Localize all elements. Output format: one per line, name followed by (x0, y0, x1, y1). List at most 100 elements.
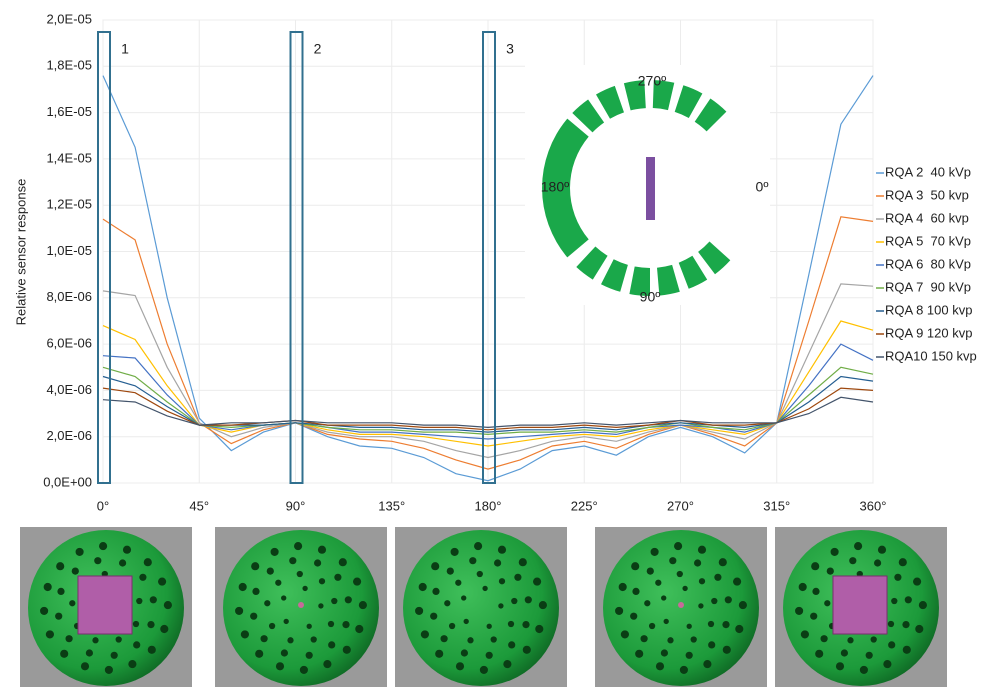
phantom-hole (522, 621, 529, 628)
phantom-hole (812, 588, 819, 595)
phantom-hole (123, 546, 131, 554)
phantom-hole (281, 595, 286, 600)
phantom-hole (57, 588, 64, 595)
phantom-hole (799, 583, 807, 591)
inset-label: 180º (541, 179, 569, 195)
phantom-hole (92, 637, 98, 643)
phantom-hole (318, 546, 326, 554)
phantom-hole (307, 624, 312, 629)
phantom-hole (421, 630, 429, 638)
phantom-hole (235, 607, 243, 615)
phantom-hole (306, 652, 313, 659)
phantom-hole (164, 601, 172, 609)
phantom-hole (615, 607, 623, 615)
phantom-hole (150, 596, 157, 603)
highlight-label: 1 (121, 41, 129, 57)
phantom-hole (480, 666, 488, 674)
y-tick-label: 2,0E-06 (46, 428, 92, 443)
phantom-hole (136, 598, 142, 604)
legend-label: RQA 6 80 kVp (885, 256, 971, 271)
phantom-hole (314, 559, 321, 566)
phantom-hole (836, 662, 844, 670)
phantom-hole (486, 652, 493, 659)
phantom-hole (419, 583, 427, 591)
phantom-hole (111, 652, 118, 659)
phantom-hole (435, 650, 443, 658)
phantom-hole (461, 595, 466, 600)
phantom-hole (801, 630, 809, 638)
phantom-hole (519, 558, 527, 566)
phantom-hole (455, 580, 461, 586)
phantom-hole (883, 660, 891, 668)
phantom-hole (711, 598, 717, 604)
phantom-hole (147, 621, 154, 628)
phantom-hole (630, 613, 637, 620)
phantom-hole (722, 621, 729, 628)
phantom-hole (275, 580, 281, 586)
x-tick-label: 180° (475, 498, 502, 513)
phantom-hole (467, 637, 473, 643)
phantom-hole (328, 641, 335, 648)
phantom-hole (239, 583, 247, 591)
phantom-hole (359, 601, 367, 609)
y-tick-label: 0,0E+00 (43, 474, 92, 489)
legend-label: RQA 8 100 kvp (885, 302, 972, 317)
legend-label: RQA 3 50 kvp (885, 187, 969, 202)
y-tick-label: 1,6E-05 (46, 104, 92, 119)
phantom-hole (94, 557, 101, 564)
phantom-hole (827, 568, 834, 575)
phantom-hole (469, 557, 476, 564)
phantom-hole (331, 598, 337, 604)
phantom-hole (40, 607, 48, 615)
highlight-label: 3 (506, 41, 514, 57)
phantom-hole (708, 641, 715, 648)
phantom-hole (133, 621, 139, 627)
phantom-hole (415, 607, 423, 615)
phantom-hole (86, 649, 93, 656)
x-tick-label: 135° (378, 498, 405, 513)
phantom-hole (252, 588, 259, 595)
phantom-hole (105, 666, 113, 674)
phantom-hole (302, 586, 307, 591)
phantom-hole (66, 635, 73, 642)
phantom-hole (661, 595, 666, 600)
phantom-hole (498, 603, 503, 608)
phantom-hole (499, 578, 505, 584)
phantom-hole (144, 558, 152, 566)
phantom-hole (255, 650, 263, 658)
figure: Relative sensor response 0,0E+002,0E-064… (0, 0, 995, 687)
insert (298, 602, 304, 608)
x-tick-label: 360° (860, 498, 887, 513)
phantom-hole (477, 571, 483, 577)
pointer (646, 157, 655, 220)
phantom-hole (119, 559, 126, 566)
phantom-hole (55, 613, 62, 620)
phantom-hole (919, 601, 927, 609)
phantom-hole (795, 607, 803, 615)
x-tick-label: 0° (97, 498, 109, 513)
phantom-hole (905, 596, 912, 603)
phantom-hole (656, 662, 664, 670)
y-tick-label: 8,0E-06 (46, 289, 92, 304)
phantom-hole (76, 548, 84, 556)
phantom-hole (451, 548, 459, 556)
phantom-hole (139, 574, 146, 581)
phantom-hole (311, 636, 317, 642)
phantom-hole (621, 630, 629, 638)
phantom-hole (719, 558, 727, 566)
phantom-hole (44, 583, 52, 591)
legend-label: RQA 9 120 kvp (885, 325, 972, 340)
phantom-hole (860, 666, 868, 674)
phantom-hole (703, 660, 711, 668)
phantom-hole (655, 580, 661, 586)
phantom-hole (158, 578, 166, 586)
phantom-hole (430, 613, 437, 620)
phantom-hole (888, 641, 895, 648)
insert (78, 576, 132, 634)
phantom-hole (508, 641, 515, 648)
phantom-hole (343, 646, 351, 654)
phantom-hole (300, 666, 308, 674)
phantom-hole (148, 646, 156, 654)
phantom-hole (815, 650, 823, 658)
phantom-hole (667, 637, 673, 643)
